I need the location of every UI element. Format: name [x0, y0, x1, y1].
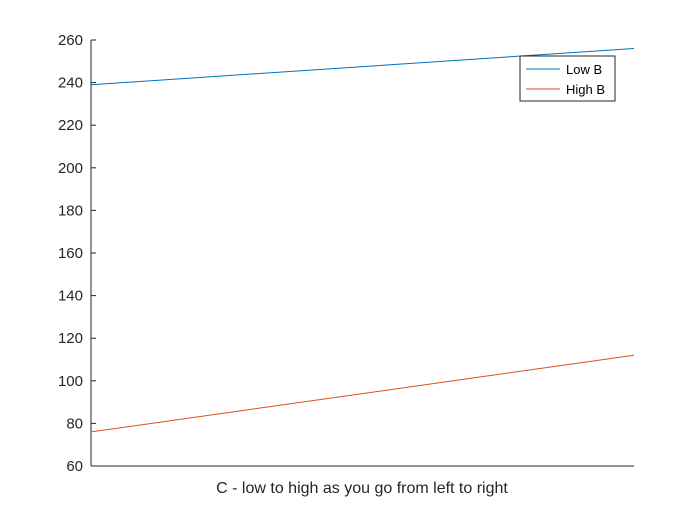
y-tick-label: 60: [66, 458, 83, 475]
y-tick-label: 260: [58, 32, 83, 49]
y-tick-label: 160: [58, 245, 83, 262]
y-tick-label: 140: [58, 288, 83, 305]
y-tick-label: 120: [58, 330, 83, 347]
legend-box: [519, 55, 616, 102]
x-axis-label: C - low to high as you go from left to r…: [216, 480, 508, 497]
series-line-low-b: [90, 48, 635, 86]
y-tick-label: 200: [58, 160, 83, 177]
y-tick-label: 80: [66, 415, 83, 432]
legend-label: High B: [566, 82, 605, 97]
legend-label: Low B: [566, 62, 602, 77]
axes: 60 80 100 120 140 160 180 200 220 240 260: [58, 32, 634, 475]
y-tick-label: 100: [58, 373, 83, 390]
y-tick-label: 220: [58, 117, 83, 134]
plot-background: [91, 40, 634, 466]
series-lines: [90, 48, 635, 433]
plot-area: [91, 40, 634, 466]
series-line-high-b: [90, 354, 635, 433]
y-tick-label: 240: [58, 75, 83, 92]
legend: Low B High B: [519, 55, 616, 102]
y-tick-label: 180: [58, 202, 83, 219]
